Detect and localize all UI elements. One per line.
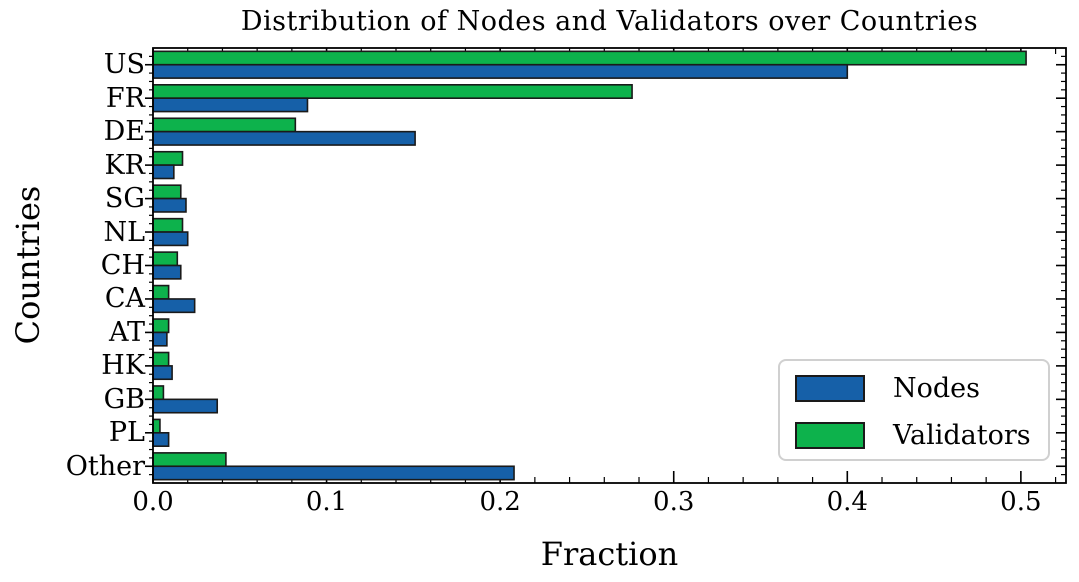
x-tick-label-0.5: 0.5 [1000,487,1042,517]
y-tick-label-ca: CA [104,283,145,315]
bar-nodes-us [152,63,849,79]
y-tick-label-nl: NL [103,216,145,248]
x-tick-label-0.0: 0.0 [132,487,174,517]
y-tick-label-other: Other [65,450,145,482]
x-axis-label: Fraction [540,535,679,573]
bar-validators-pl [152,418,161,434]
legend-entry-nodes: Nodes [795,373,980,404]
bar-validators-ch [152,251,179,267]
bar-validators-other [152,452,227,468]
legend-entry-validators: Validators [795,420,1031,451]
x-tick-label-0.1: 0.1 [305,487,348,517]
y-tick-label-pl: PL [108,417,145,449]
bar-validators-kr [152,150,184,166]
y-tick-label-kr: KR [104,149,146,181]
bar-validators-sg [152,184,182,200]
y-tick-label-sg: SG [104,183,145,215]
bar-validators-us [152,50,1027,66]
chart-title: Distribution of Nodes and Validators ove… [240,6,979,37]
legend: Nodes Validators [778,359,1050,461]
y-tick-label-hk: HK [101,350,145,382]
bar-nodes-nl [152,231,189,247]
bar-nodes-hk [152,365,173,381]
bar-validators-gb [152,385,165,401]
bar-validators-ca [152,284,170,300]
bar-nodes-ca [152,298,196,314]
legend-swatch-nodes-icon [795,375,865,402]
bar-nodes-at [152,331,168,347]
legend-label-nodes: Nodes [893,373,980,404]
y-tick-label-fr: FR [105,82,145,114]
y-tick-label-gb: GB [103,383,145,415]
bar-nodes-other [152,465,515,481]
bar-validators-at [152,318,170,334]
bar-validators-fr [152,84,633,99]
x-tick-label-0.3: 0.3 [653,487,695,517]
bar-nodes-gb [152,398,219,414]
bar-nodes-de [152,130,416,146]
legend-label-validators: Validators [893,420,1031,451]
legend-swatch-validators-icon [795,422,865,449]
bar-nodes-pl [152,432,170,447]
bar-nodes-ch [152,264,182,280]
y-tick-label-at: AT [108,316,145,348]
y-tick-label-us: US [103,49,145,81]
x-tick-label-0.4: 0.4 [826,487,868,517]
x-tick-label-0.2: 0.2 [479,487,521,517]
bar-nodes-kr [152,164,175,180]
y-tick-label-ch: CH [100,250,145,281]
bar-validators-nl [152,217,184,233]
bar-validators-hk [152,351,170,367]
bar-nodes-fr [152,97,309,113]
bar-validators-de [152,117,297,133]
axes-spines [152,47,1067,484]
y-tick-label-de: DE [103,116,145,148]
bar-nodes-sg [152,197,187,213]
